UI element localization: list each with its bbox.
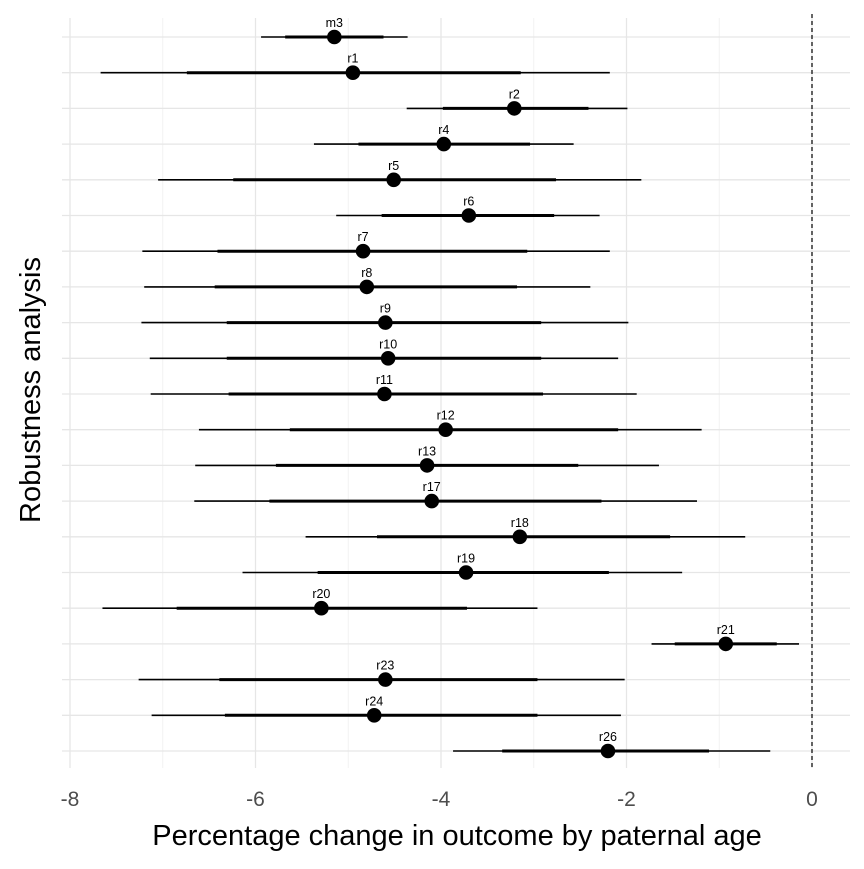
point-label: r26 — [599, 730, 617, 744]
y-axis-title: Robustness analysis — [15, 257, 47, 523]
point-label: r5 — [388, 159, 399, 173]
x-tick-labels: -8 -6 -4 -2 0 — [61, 788, 818, 811]
point-label: r18 — [511, 516, 529, 530]
estimate-point — [419, 458, 435, 473]
estimate-row: r24 — [151, 694, 621, 723]
point-label: r17 — [423, 480, 441, 494]
x-tick-label: -2 — [617, 788, 636, 811]
estimate-row: r8 — [144, 266, 591, 295]
point-label: r10 — [379, 337, 397, 351]
point-label: r6 — [463, 195, 474, 209]
estimate-point — [461, 208, 477, 223]
point-label: r11 — [376, 373, 393, 387]
estimate-point — [512, 529, 528, 545]
estimate-point — [378, 315, 393, 330]
estimate-point — [327, 29, 342, 45]
estimate-row: r17 — [194, 480, 697, 509]
point-label: r2 — [509, 87, 520, 101]
estimate-row: r1 — [100, 52, 610, 80]
estimate-row: r9 — [141, 302, 629, 330]
point-label: r9 — [380, 302, 391, 316]
estimate-row: r21 — [651, 623, 800, 652]
estimate-row: r5 — [158, 159, 642, 188]
estimate-row: r13 — [195, 444, 659, 473]
point-label: r24 — [365, 694, 383, 708]
estimate-point — [600, 743, 616, 759]
estimate-point — [506, 101, 522, 116]
estimate-point — [366, 708, 382, 723]
estimate-point — [380, 351, 396, 366]
point-label: r21 — [717, 623, 735, 637]
estimate-row: r19 — [242, 552, 683, 580]
point-label: r1 — [347, 52, 358, 66]
estimate-row: r11 — [150, 373, 637, 402]
x-tick-label: 0 — [806, 788, 818, 811]
point-label: r4 — [438, 123, 449, 137]
point-label: r23 — [376, 659, 394, 673]
estimate-row: r6 — [336, 195, 600, 223]
estimate-row: r20 — [102, 587, 538, 616]
point-label: r13 — [418, 444, 436, 458]
estimate-point — [436, 136, 452, 152]
estimate-row: r26 — [453, 730, 771, 759]
estimate-row: r7 — [142, 230, 610, 259]
estimate-point — [355, 243, 371, 259]
estimate-point — [377, 386, 392, 402]
estimate-point — [438, 422, 453, 438]
point-label: m3 — [326, 16, 343, 30]
estimate-point — [718, 636, 734, 652]
marks-layer: m3 r1 r2 r4 r5 r6 r7 r8 r9 r10 r11 r12 r13 r17 r18 r19 r… — [100, 16, 800, 759]
estimate-row: r10 — [149, 337, 619, 366]
x-tick-label: -6 — [246, 788, 265, 811]
point-label: r7 — [358, 230, 369, 244]
estimate-row: r12 — [198, 409, 702, 438]
point-label: r20 — [312, 587, 330, 601]
estimate-row: r23 — [138, 659, 625, 687]
estimate-point — [424, 493, 440, 509]
estimate-point — [359, 279, 375, 295]
estimate-row: m3 — [261, 16, 408, 45]
estimate-point — [314, 600, 329, 616]
estimate-row: r18 — [305, 516, 746, 545]
x-axis-title: Percentage change in outcome by paternal… — [152, 820, 761, 852]
estimate-point — [458, 565, 474, 580]
x-tick-label: -8 — [61, 788, 80, 811]
estimate-point — [378, 672, 393, 687]
point-label: r8 — [361, 266, 372, 280]
estimate-point — [386, 172, 401, 188]
point-label: r12 — [437, 409, 455, 423]
estimate-row: r4 — [313, 123, 574, 152]
estimate-point — [345, 65, 361, 80]
x-tick-label: -4 — [432, 788, 451, 811]
estimate-row: r2 — [406, 87, 628, 116]
point-label: r19 — [457, 552, 475, 566]
